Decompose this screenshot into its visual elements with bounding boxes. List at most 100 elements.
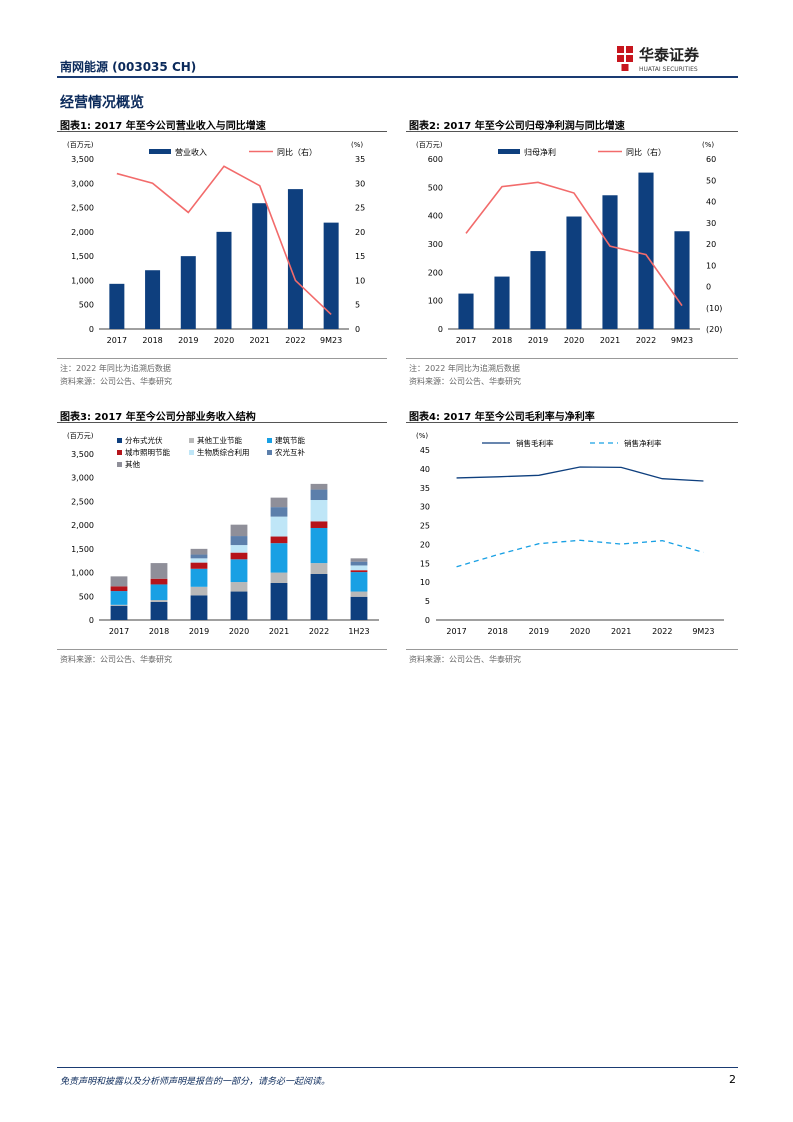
stacked-bar-segment (270, 497, 288, 508)
stacked-bar-segment (150, 601, 168, 620)
y-tick-label: 600 (428, 155, 443, 164)
left-unit: (百万元) (67, 432, 94, 440)
y-tick-label: 10 (420, 578, 430, 587)
bar (458, 293, 474, 329)
legend-label: 城市照明节能 (125, 447, 170, 457)
y-tick-label: 1,500 (71, 545, 94, 554)
y-tick-label: 100 (428, 297, 443, 306)
y-right-tick-label: 40 (706, 198, 716, 207)
stacked-bar-segment (230, 591, 248, 620)
legend-label: 分布式光伏 (125, 435, 163, 445)
stacked-bar-segment (110, 605, 128, 620)
y-tick-label: 20 (420, 540, 430, 549)
bar (638, 172, 654, 329)
bar (252, 203, 268, 329)
segment-revenue-chart: (百万元) 0 500 1,000 1,500 2,000 2,500 3,000 3,500 2… (67, 432, 379, 636)
stacked-bar-segment (190, 554, 208, 559)
left-unit: (%) (416, 432, 428, 440)
x-tick-label: 2021 (250, 336, 270, 345)
brand-en: HUATAI SECURITIES (639, 66, 698, 73)
stacked-bar-segment (230, 524, 248, 537)
stacked-bar-segment (350, 570, 368, 573)
x-tick-label: 2022 (285, 336, 305, 345)
bar (216, 231, 232, 329)
fig1-note: 注：2022 年同比为追溯后数据 (60, 364, 171, 373)
x-tick-label: 2021 (611, 627, 631, 636)
legend-label: 其他工业节能 (197, 435, 242, 445)
y-tick-label: 0 (425, 616, 430, 625)
net-profit-chart: (百万元) (%) 0 100 200 300 400 500 600 (20) (10) 0 10 20… (416, 141, 722, 345)
fig2-source: 资料来源：公司公告、华泰研究 (409, 377, 521, 386)
y-tick-label: 1,500 (71, 252, 94, 261)
stacked-bar-segment (110, 604, 128, 606)
fig2-note: 注：2022 年同比为追溯后数据 (409, 364, 520, 373)
y-tick-label: 1,000 (71, 276, 94, 285)
stacked-bar-segment (230, 545, 248, 553)
y-tick-label: 5 (425, 597, 430, 606)
y-tick-label: 200 (428, 268, 443, 277)
y-right-tick-label: 0 (355, 325, 360, 334)
legend-label: 其他 (125, 459, 140, 469)
stacked-bar-segment (310, 563, 328, 574)
y-tick-label: 2,500 (71, 204, 94, 213)
stacked-bar-segment (310, 489, 328, 501)
legend-swatch (117, 450, 122, 455)
bar (109, 283, 125, 329)
stacked-bar-segment (270, 572, 288, 584)
legend-swatch (267, 450, 272, 455)
stacked-bar-segment (110, 586, 128, 592)
legend-label: 农光互补 (275, 447, 305, 457)
y-tick-label: 400 (428, 212, 443, 221)
y-tick-label: 25 (420, 522, 430, 531)
x-tick-label: 2020 (570, 627, 590, 636)
y-right-tick-label: 25 (355, 204, 365, 213)
disclaimer: 免责声明和披露以及分析师声明是报告的一部分，请务必一起阅读。 (60, 1077, 331, 1087)
y-right-tick-label: 15 (355, 252, 365, 261)
huatai-logo: 华泰证券 HUATAI SECURITIES (617, 46, 700, 73)
y-right-tick-label: 10 (706, 261, 716, 270)
y-tick-label: 3,000 (71, 179, 94, 188)
x-tick-label: 2017 (446, 627, 466, 636)
fig1-foot-rule (57, 358, 387, 359)
legend-swatch-bar (498, 149, 520, 154)
y-tick-label: 2,000 (71, 228, 94, 237)
bar (494, 276, 510, 329)
stacked-bar-segment (230, 582, 248, 592)
x-tick-label: 1H23 (348, 627, 369, 636)
y-right-tick-label: 0 (706, 283, 711, 292)
fig2-foot-rule (406, 358, 738, 359)
y-tick-label: 2,000 (71, 521, 94, 530)
legend-label: 归母净利 (524, 147, 556, 157)
y-right-tick-label: 20 (355, 228, 365, 237)
stacked-bar-segment (150, 563, 168, 579)
y-right-tick-label: (10) (706, 304, 722, 313)
yoy-line (465, 181, 683, 307)
stacked-bar-segment (190, 562, 208, 569)
stacked-bar-segment (230, 552, 248, 560)
stacked-bar-segment (350, 596, 368, 620)
stacked-bar-segment (270, 583, 288, 620)
stacked-bar-segment (350, 558, 368, 562)
legend-label: 销售毛利率 (516, 438, 554, 448)
y-tick-label: 500 (79, 592, 94, 601)
fig4-source: 资料来源：公司公告、华泰研究 (409, 655, 521, 664)
y-tick-label: 2,500 (71, 497, 94, 506)
header-rule (57, 76, 738, 78)
right-unit: (%) (351, 141, 363, 149)
legend-label: 建筑节能 (275, 435, 305, 445)
legend-swatch-bar (149, 149, 171, 154)
x-tick-label: 2017 (107, 336, 127, 345)
footer-rule (57, 1067, 738, 1068)
y-tick-label: 3,000 (71, 474, 94, 483)
x-tick-label: 2022 (309, 627, 329, 636)
stacked-bar-segment (190, 595, 208, 620)
stacked-bar-segment (350, 565, 368, 571)
stacked-bar-segment (310, 527, 328, 564)
fig4-foot-rule (406, 649, 738, 650)
x-tick-label: 2017 (109, 627, 129, 636)
legend-swatch (267, 438, 272, 443)
stacked-bar-segment (150, 584, 168, 601)
x-tick-label: 2018 (142, 336, 162, 345)
left-unit: (百万元) (67, 141, 94, 149)
y-tick-label: 500 (79, 301, 94, 310)
